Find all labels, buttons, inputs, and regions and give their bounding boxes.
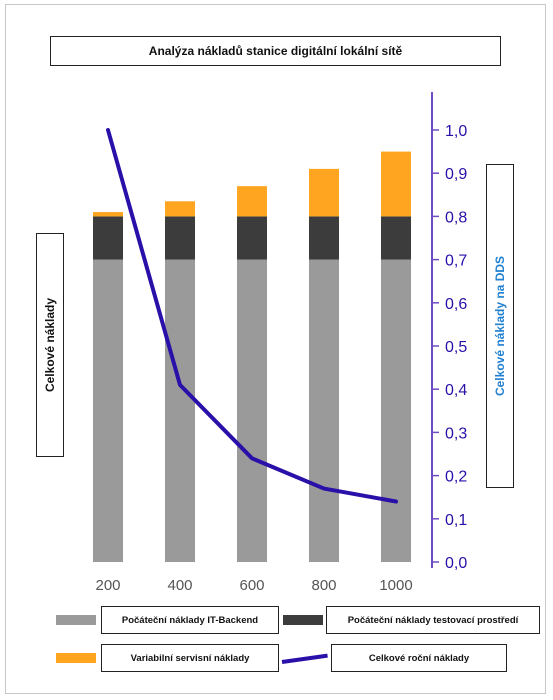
bar-backend-1000 [381,259,411,562]
bar-test-env-200 [93,216,123,260]
y2-tick-label-9: 0,9 [445,166,467,183]
legend-label-service: Variabilní servisní náklady [101,644,279,672]
y2-tick-label-6: 0,6 [445,296,467,313]
y2-tick-label-2: 0,2 [445,469,467,486]
bar-service-200 [93,212,123,217]
x-tick-label-200: 200 [95,577,120,594]
bar-test-env-800 [309,216,339,260]
y2-axis-title: Celkové náklady na DDS [493,255,507,397]
x-tick-label-1000: 1000 [379,577,412,594]
bar-test-env-400 [165,216,195,260]
legend-swatch-test-env [283,615,323,625]
x-tick-label-400: 400 [167,577,192,594]
y2-tick-label-8: 0,8 [445,209,467,226]
y2-tick-label-3: 0,3 [445,425,467,442]
bar-backend-600 [237,259,267,562]
legend-swatch-service [56,653,96,663]
bar-service-1000 [381,151,411,217]
legend-swatch-backend [56,615,96,625]
y2-tick-label-7: 0,7 [445,253,467,270]
y2-tick-label-0: 0,0 [445,555,467,572]
legend-label-backend: Počáteční náklady IT-Backend [101,606,279,634]
y2-tick-label-1: 0,1 [445,512,467,529]
bar-test-env-1000 [381,216,411,260]
bar-service-400 [165,201,195,217]
bar-service-800 [309,168,339,217]
bar-test-env-600 [237,216,267,260]
legend-label-test-env: Počáteční náklady testovací prostředí [326,606,540,634]
chart-title: Analýza nákladů stanice digitální lokáln… [50,36,501,66]
y2-tick-label-5: 0,5 [445,339,467,356]
y2-tick-label-4: 0,4 [445,382,467,399]
y2-tick-label-10: 1,0 [445,123,467,140]
bar-service-600 [237,186,267,217]
x-tick-label-800: 800 [311,577,336,594]
legend-label-annual-line: Celkové roční náklady [331,644,507,672]
y-axis-title-box: Celkové náklady [36,233,64,457]
chart-frame [5,4,546,694]
y-axis-title: Celkové náklady [43,297,57,393]
y2-axis-title-box: Celkové náklady na DDS [486,164,514,488]
bar-backend-800 [309,259,339,562]
x-tick-label-600: 600 [239,577,264,594]
bar-backend-400 [165,259,195,562]
bar-backend-200 [93,259,123,562]
